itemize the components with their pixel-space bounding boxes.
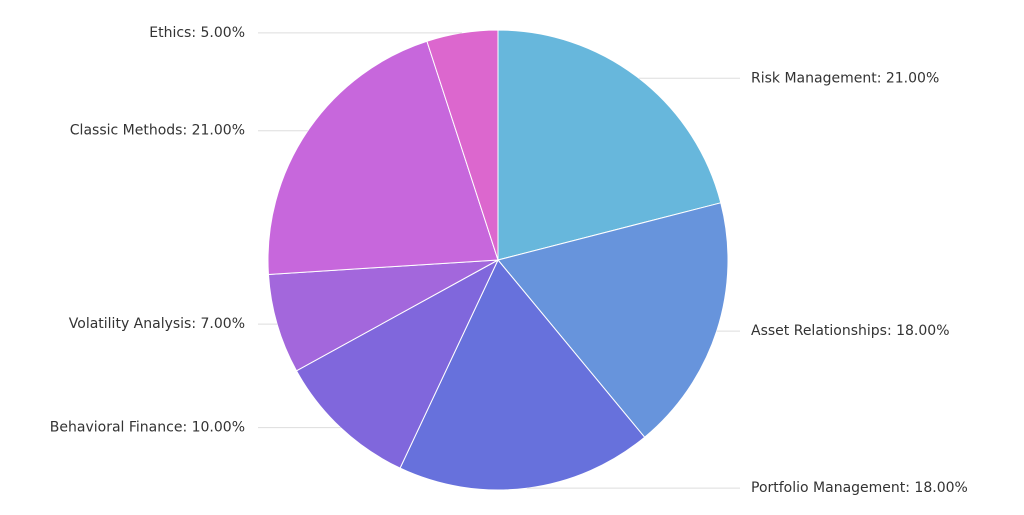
slice-label: Portfolio Management: 18.00% (751, 480, 968, 496)
slice-label: Ethics: 5.00% (149, 25, 245, 41)
slice-label: Risk Management: 21.00% (751, 70, 939, 86)
pie-slice (399, 259, 646, 491)
pie-slice (497, 202, 729, 438)
pie-slice (267, 40, 499, 275)
slice-label: Behavioral Finance: 10.00% (50, 420, 245, 436)
slice-label: Volatility Analysis: 7.00% (69, 316, 245, 332)
pie-slice (267, 259, 499, 372)
slice-label: Classic Methods: 21.00% (70, 123, 245, 139)
slice-label: Asset Relationships: 18.00% (751, 323, 950, 339)
pie-slice (497, 29, 722, 261)
